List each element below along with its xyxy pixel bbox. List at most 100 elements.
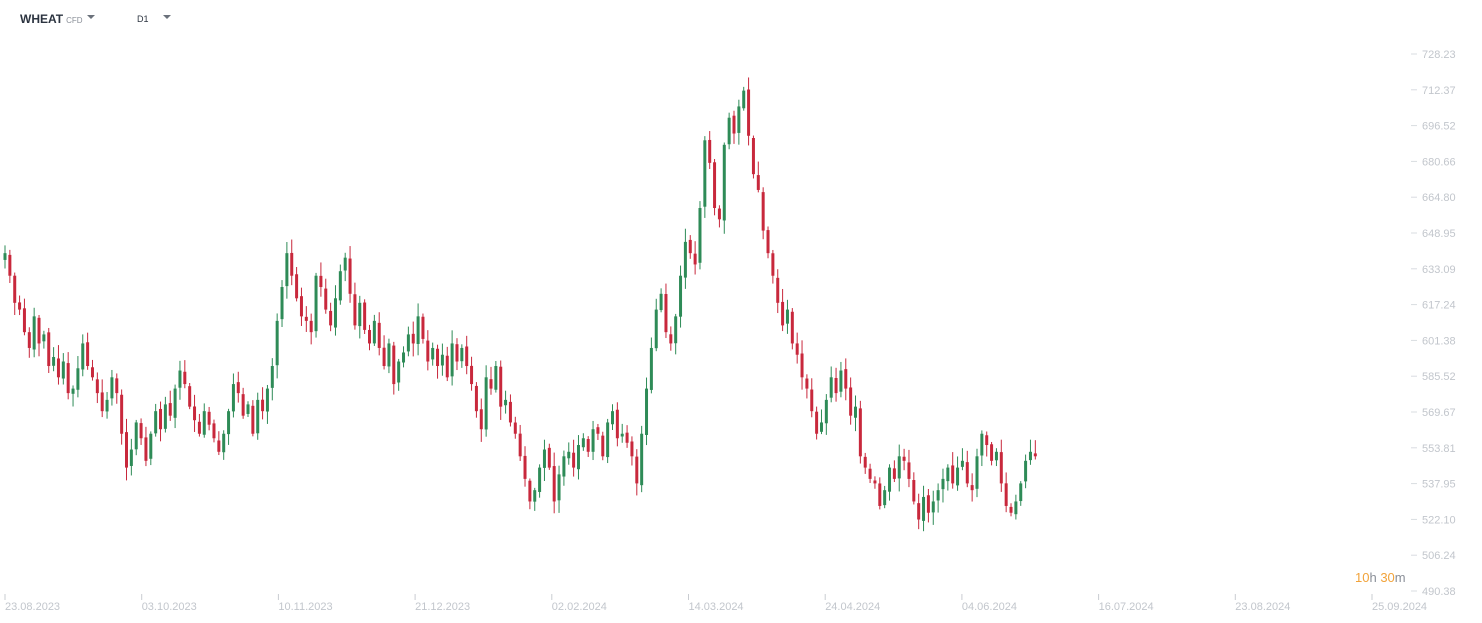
candle <box>538 464 542 498</box>
candle-body <box>231 384 235 412</box>
candle-body <box>348 258 352 294</box>
candle-body <box>625 432 629 443</box>
candle-body <box>800 353 804 378</box>
candle <box>261 387 265 420</box>
candle-body <box>129 449 133 466</box>
candle-body <box>902 456 906 461</box>
candle <box>1024 454 1028 489</box>
price-tick-label: 728.23 <box>1422 49 1456 61</box>
candle-body <box>946 467 950 482</box>
candle <box>134 419 138 456</box>
candle-body <box>392 345 396 385</box>
candle <box>265 384 269 424</box>
candle <box>90 359 94 381</box>
candle-body <box>382 347 386 367</box>
candle-body <box>222 433 226 453</box>
candle-body <box>416 316 420 344</box>
candle <box>178 360 182 400</box>
candle <box>56 345 60 385</box>
candle <box>878 477 882 510</box>
candle-body <box>212 423 216 439</box>
candle-body <box>479 409 483 430</box>
candle <box>436 344 440 379</box>
candle-body <box>18 302 22 310</box>
candle-body <box>747 89 751 136</box>
candle-body <box>421 316 425 339</box>
candle <box>183 360 187 389</box>
candle <box>513 416 517 439</box>
candle <box>13 272 17 315</box>
candle-body <box>333 298 337 328</box>
candle-body <box>411 333 415 344</box>
date-tick-label: 14.03.2024 <box>689 601 744 613</box>
candle <box>664 283 668 339</box>
candle <box>504 390 508 414</box>
candle-body <box>120 394 124 434</box>
candle <box>314 272 318 338</box>
candle <box>931 490 935 525</box>
candle <box>751 135 755 179</box>
candle-body <box>42 334 46 342</box>
price-tick-label: 537.95 <box>1422 479 1456 491</box>
candle-body <box>557 474 561 501</box>
candle <box>679 265 683 328</box>
candle-body <box>494 366 498 390</box>
candle <box>445 346 449 382</box>
candle-body <box>994 451 998 461</box>
candle-body <box>1033 453 1037 457</box>
candle-body <box>1024 460 1028 482</box>
candle <box>81 334 85 377</box>
date-tick-label: 10.11.2023 <box>278 601 332 613</box>
candle <box>1004 472 1008 513</box>
candle-body <box>659 293 663 311</box>
candle <box>154 403 158 437</box>
candle <box>892 460 896 483</box>
candle-body <box>22 308 26 333</box>
candle <box>392 341 396 395</box>
candle <box>295 267 299 302</box>
candle-body <box>343 257 347 271</box>
price-axis: 728.23 712.37 696.52 680.66 664.80 648.95 633.… <box>1411 49 1456 598</box>
candle-body <box>742 90 746 109</box>
candle <box>455 338 459 371</box>
candle <box>611 404 614 431</box>
candle <box>3 245 7 269</box>
timeframe-chevron-down-icon[interactable] <box>163 15 171 19</box>
candle-body <box>669 334 673 344</box>
candle <box>810 378 814 418</box>
candle <box>1014 494 1018 520</box>
candle <box>32 307 36 358</box>
candle-body <box>980 433 984 456</box>
candle-body <box>567 451 571 459</box>
candle <box>781 288 785 332</box>
candle <box>508 394 512 427</box>
price-tick-label: 696.52 <box>1422 121 1456 133</box>
timeframe-selector[interactable]: D1 <box>137 14 149 24</box>
candle-body <box>450 343 454 377</box>
candle <box>858 400 862 464</box>
price-tick-label: 680.66 <box>1422 156 1456 168</box>
candle <box>1009 503 1013 517</box>
candle-body <box>197 421 201 434</box>
candle-body <box>640 433 644 486</box>
candle-body <box>761 192 765 231</box>
candle-body <box>679 275 683 317</box>
candle-body <box>819 422 823 432</box>
candle-body <box>445 355 449 378</box>
candle-body <box>270 366 274 388</box>
candle-body <box>965 462 969 484</box>
candle <box>572 439 576 477</box>
candle <box>523 446 527 487</box>
symbol-selector[interactable]: WHEAT CFD <box>20 12 83 26</box>
candle <box>18 295 22 316</box>
candle-body <box>985 435 989 446</box>
candle <box>960 448 964 471</box>
candle <box>630 436 634 466</box>
candle-body <box>1009 506 1013 513</box>
candle-body <box>542 449 546 468</box>
candle <box>557 465 561 513</box>
candle <box>790 308 794 350</box>
candle <box>202 403 206 438</box>
symbol-chevron-down-icon[interactable] <box>87 15 95 19</box>
